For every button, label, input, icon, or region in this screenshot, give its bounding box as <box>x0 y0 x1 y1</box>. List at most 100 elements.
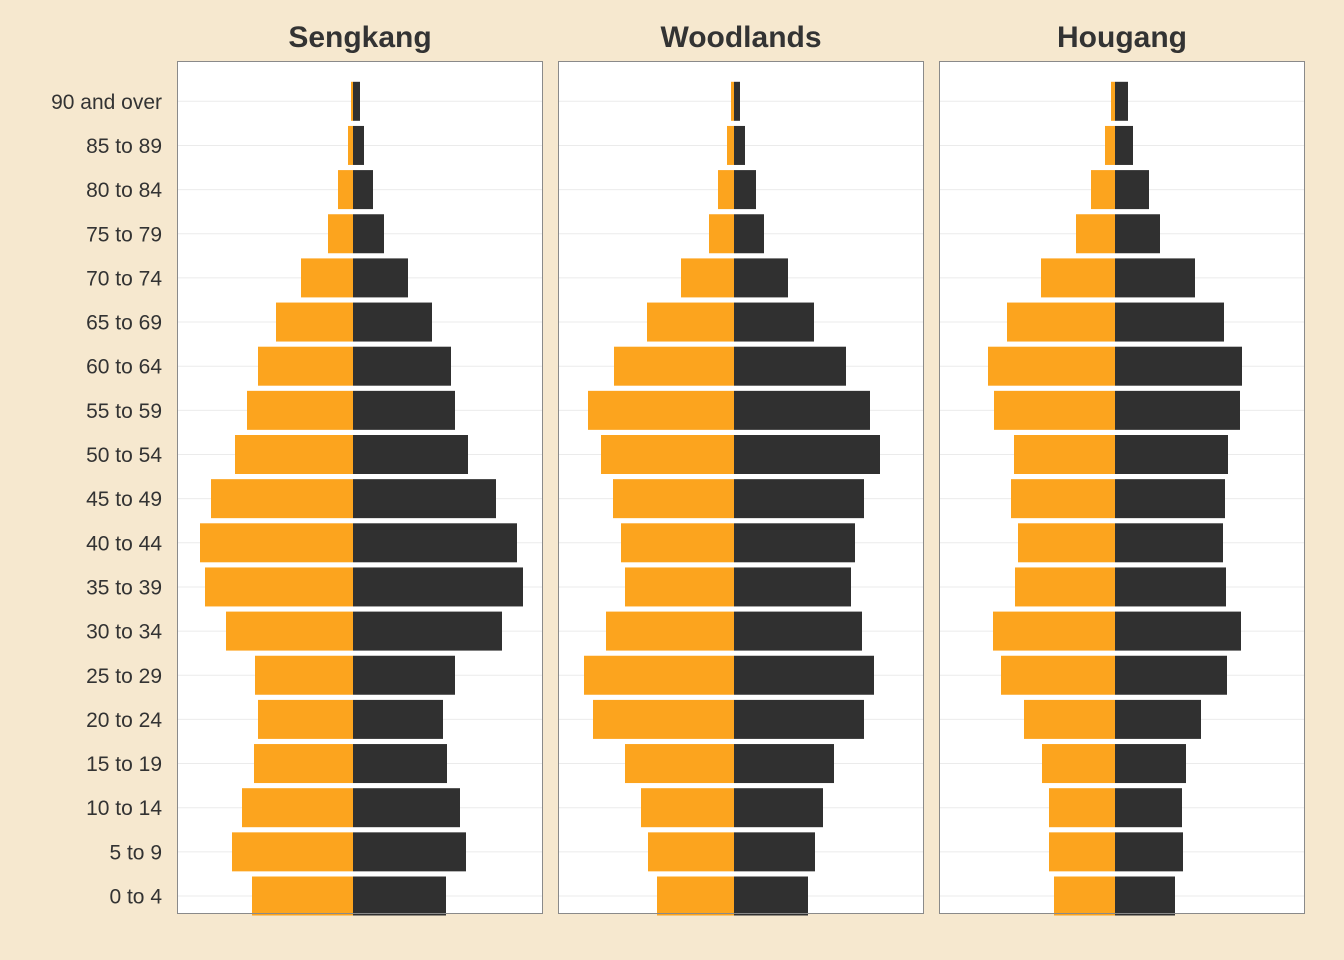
bar-left <box>258 699 353 739</box>
bar-right <box>1115 788 1182 828</box>
bar-left <box>988 346 1115 386</box>
bar-left <box>1024 699 1115 739</box>
y-tick-label: 55 to 59 <box>86 400 162 423</box>
bar-left <box>328 214 353 254</box>
bar-left <box>242 788 353 828</box>
panel-title: Hougang <box>1057 21 1187 54</box>
panel-title: Sengkang <box>288 21 431 54</box>
bar-left <box>625 567 734 607</box>
bar-right <box>353 744 447 784</box>
bar-left <box>1049 832 1115 872</box>
bar-left <box>235 435 353 474</box>
bar-right <box>1115 258 1195 298</box>
bar-left <box>1007 302 1115 342</box>
bar-right <box>1115 699 1201 739</box>
bar-right <box>734 346 846 386</box>
bar-right <box>734 788 823 828</box>
bar-left <box>1049 788 1115 828</box>
bar-right <box>734 744 834 784</box>
bar-right <box>353 567 523 607</box>
bar-left <box>613 479 734 519</box>
bar-right <box>353 788 460 828</box>
bar-left <box>718 170 734 210</box>
y-tick-label: 65 to 69 <box>86 312 162 335</box>
y-tick-label: 80 to 84 <box>86 179 162 202</box>
y-tick-label: 20 to 24 <box>86 709 162 732</box>
panel-hougang: Hougang <box>939 21 1305 916</box>
bar-right <box>353 214 384 254</box>
y-tick-label: 40 to 44 <box>86 532 162 555</box>
bar-right <box>353 876 446 916</box>
bar-right <box>1115 479 1225 519</box>
bar-right <box>734 567 851 607</box>
y-tick-label: 75 to 79 <box>86 223 162 246</box>
panel-border <box>558 61 924 914</box>
bar-left <box>1015 567 1115 607</box>
bar-right <box>1115 832 1183 872</box>
bar-right <box>353 523 517 563</box>
panel-title: Woodlands <box>660 21 821 54</box>
bar-right <box>734 523 855 563</box>
bar-left <box>211 479 353 519</box>
bar-right <box>734 302 814 342</box>
bar-right <box>734 125 745 165</box>
bar-right <box>353 699 443 739</box>
bar-left <box>1054 876 1115 916</box>
bar-right <box>353 390 455 430</box>
panel-woodlands: Woodlands <box>558 21 924 916</box>
bar-left <box>1001 655 1115 695</box>
bar-right <box>353 479 496 519</box>
bar-left <box>1111 81 1115 121</box>
bar-left <box>1014 435 1115 474</box>
y-tick-label: 25 to 29 <box>86 665 162 688</box>
bar-left <box>993 611 1115 651</box>
bar-left <box>348 125 353 165</box>
bar-right <box>734 170 756 210</box>
bar-left <box>647 302 734 342</box>
bar-left <box>338 170 353 210</box>
bar-left <box>601 435 734 474</box>
bar-right <box>353 302 432 342</box>
bar-right <box>353 655 455 695</box>
bar-right <box>734 832 815 872</box>
bar-right <box>1115 567 1226 607</box>
bar-left <box>254 744 353 784</box>
bar-right <box>734 81 740 121</box>
bar-right <box>1115 655 1227 695</box>
bar-right <box>353 346 451 386</box>
bar-left <box>727 125 734 165</box>
panel-border <box>939 61 1305 914</box>
y-tick-label: 50 to 54 <box>86 444 162 467</box>
bar-right <box>353 170 373 210</box>
bar-left <box>606 611 734 651</box>
bar-right <box>1115 523 1223 563</box>
bar-right <box>734 390 870 430</box>
bar-right <box>734 876 808 916</box>
bar-right <box>1115 876 1175 916</box>
bar-left <box>731 81 734 121</box>
bar-left <box>1105 125 1115 165</box>
bar-left <box>593 699 734 739</box>
bar-right <box>1115 744 1186 784</box>
bar-left <box>226 611 353 651</box>
y-tick-label: 60 to 64 <box>86 356 162 379</box>
bar-left <box>588 390 734 430</box>
bar-right <box>734 214 764 254</box>
bar-left <box>200 523 353 563</box>
bar-left <box>641 788 734 828</box>
bar-left <box>252 876 353 916</box>
bar-left <box>621 523 734 563</box>
bar-right <box>1115 125 1133 165</box>
bar-left <box>614 346 734 386</box>
bar-left <box>205 567 353 607</box>
bar-right <box>734 699 864 739</box>
y-tick-label: 35 to 39 <box>86 576 162 599</box>
bar-right <box>353 611 502 651</box>
bar-left <box>657 876 734 916</box>
y-tick-label: 15 to 19 <box>86 753 162 776</box>
y-tick-label: 10 to 14 <box>86 797 162 820</box>
bar-left <box>709 214 734 254</box>
bar-left <box>255 655 353 695</box>
